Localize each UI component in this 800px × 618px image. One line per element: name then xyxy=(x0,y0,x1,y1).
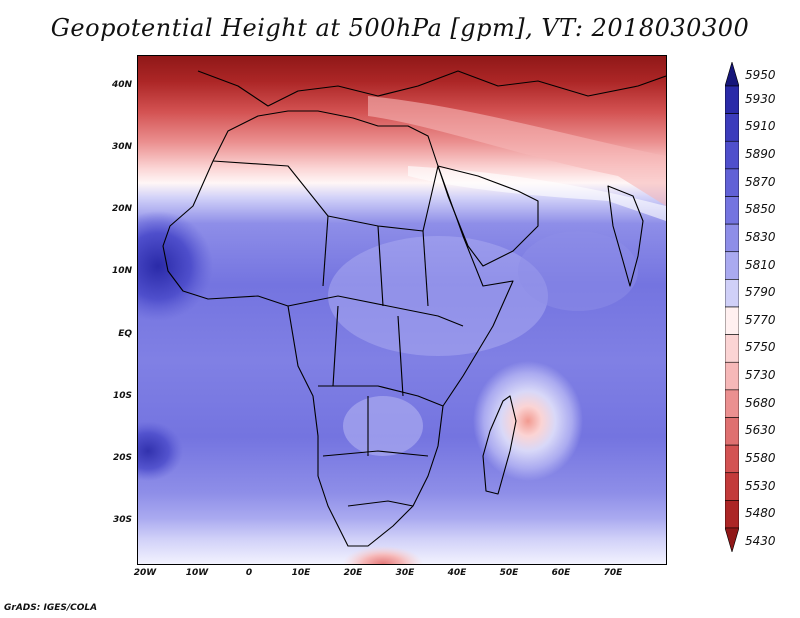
colorbar-label: 5750 xyxy=(745,340,776,355)
colorbar-segment xyxy=(725,417,739,446)
lon-label-0: 0 xyxy=(245,568,253,578)
colorbar-label: 5790 xyxy=(745,285,776,300)
lon-label-30e: 30E xyxy=(395,568,415,578)
lon-label-20w: 20W xyxy=(133,568,157,578)
colorbar-segment xyxy=(725,306,739,335)
colorbar xyxy=(725,62,739,552)
colorbar-segment xyxy=(725,113,739,142)
colorbar-segment xyxy=(725,444,739,474)
lat-label-20n: 20N xyxy=(111,204,132,214)
lon-label-60e: 60E xyxy=(551,568,571,578)
lon-label-40e: 40E xyxy=(447,568,467,578)
southern-low xyxy=(343,546,423,564)
lon-label-20e: 20E xyxy=(343,568,363,578)
colorbar-label: 5770 xyxy=(745,312,776,327)
colorbar-segment xyxy=(725,334,739,363)
colorbar-label: 5730 xyxy=(745,368,776,383)
west-africa-high xyxy=(138,211,213,321)
lat-label-40n: 40N xyxy=(111,80,132,90)
grads-credit: GrADS: IGES/COLA xyxy=(4,603,98,613)
lon-label-10w: 10W xyxy=(185,568,209,578)
cut-off-low xyxy=(473,361,583,481)
colorbar-segment xyxy=(725,472,739,501)
colorbar-segment xyxy=(725,168,739,197)
colorbar-label: 5480 xyxy=(745,506,776,521)
coastlines xyxy=(162,70,666,547)
colorbar-segment xyxy=(725,196,739,225)
colorbar-segment xyxy=(725,251,739,280)
colorbar-label: 5810 xyxy=(745,257,776,272)
colorbar-label: 5430 xyxy=(745,533,776,548)
colorbar-label: 5530 xyxy=(745,478,776,493)
colorbar-label: 5930 xyxy=(745,91,776,106)
lat-label-10n: 10N xyxy=(111,266,132,276)
colorbar-segment xyxy=(725,223,739,253)
colorbar-segment xyxy=(725,279,739,308)
colorbar-segment xyxy=(725,85,739,114)
map-panel xyxy=(137,55,667,565)
lon-label-50e: 50E xyxy=(499,568,519,578)
colorbar-segment xyxy=(725,389,739,418)
map-title: Geopotential Height at 500hPa [gpm], VT:… xyxy=(50,14,750,42)
lat-label-30s: 30S xyxy=(112,515,132,525)
lat-label-20s: 20S xyxy=(112,453,132,463)
colorbar-label: 5870 xyxy=(745,174,776,189)
colorbar-label: 5580 xyxy=(745,450,776,465)
colorbar-segment xyxy=(725,361,739,391)
colorbar-segment xyxy=(725,527,739,552)
colorbar-segment xyxy=(725,140,739,170)
lon-label-70e: 70E xyxy=(603,568,623,578)
colorbar-label: 5680 xyxy=(745,395,776,410)
lat-label-30n: 30N xyxy=(111,142,132,152)
colorbar-segment xyxy=(725,62,739,87)
colorbar-label: 5630 xyxy=(745,423,776,438)
lat-label-eq: EQ xyxy=(118,329,132,339)
colorbar-label: 5910 xyxy=(745,119,776,134)
colorbar-label: 5950 xyxy=(745,68,776,82)
lat-label-10s: 10S xyxy=(112,391,132,401)
lon-label-10e: 10E xyxy=(291,568,311,578)
colorbar-label: 5890 xyxy=(745,147,776,162)
colorbar-segment xyxy=(725,500,739,529)
colorbar-label: 5850 xyxy=(745,202,776,217)
colorbar-label: 5830 xyxy=(745,229,776,244)
